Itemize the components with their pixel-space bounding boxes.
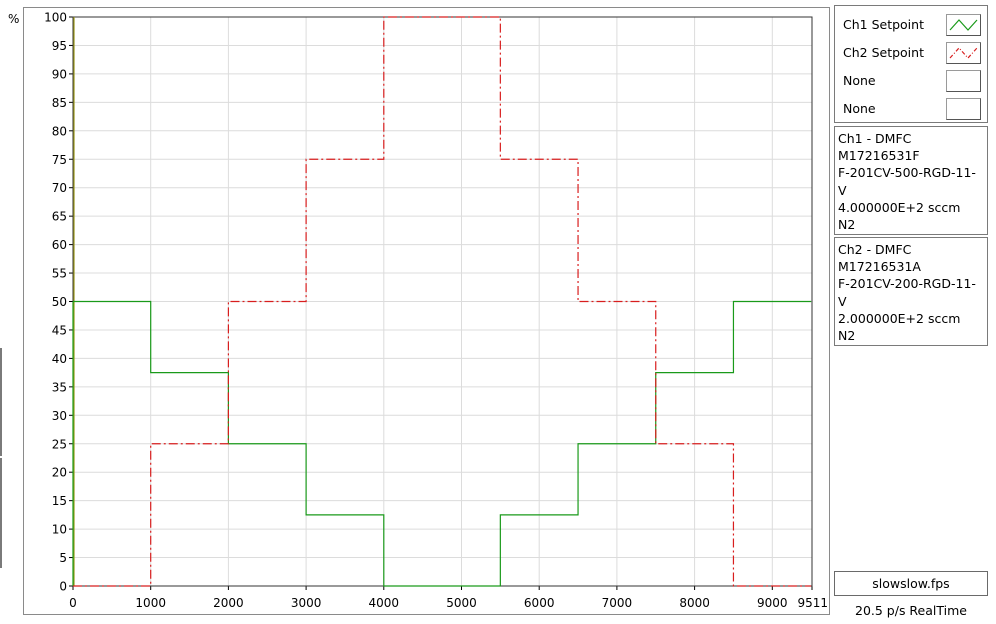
legend-label: None bbox=[843, 73, 876, 88]
y-tick-label: 75 bbox=[52, 153, 67, 167]
x-tick-label: 1000 bbox=[135, 596, 166, 610]
legend-swatch-none-1[interactable] bbox=[946, 70, 981, 92]
x-tick-label: 9000 bbox=[757, 596, 788, 610]
channel-name: Ch1 - DMFC bbox=[838, 131, 912, 146]
y-tick-label: 35 bbox=[52, 380, 67, 394]
model-code-cont: V bbox=[838, 293, 847, 309]
x-tick-label: 3000 bbox=[291, 596, 322, 610]
y-axis-label: % bbox=[8, 12, 19, 26]
y-tick-label: 45 bbox=[52, 323, 67, 337]
full-scale: 2.000000E+2 sccm bbox=[838, 310, 961, 326]
legend-panel: Ch1 Setpoint Ch2 Setpoint None None bbox=[834, 5, 988, 123]
model-code: F-201CV-500-RGD-11- bbox=[838, 165, 976, 181]
channel-info-ch1: Ch1 - DMFC M17216531F F-201CV-500-RGD-11… bbox=[834, 126, 988, 235]
channel-info-empty-2 bbox=[0, 458, 2, 568]
setpoint-chart[interactable]: 0 5 10 15 20 25 30 35 40 45 50 55 60 65 70 75 80 85 90 95 10… bbox=[0, 0, 830, 624]
line-sample-icon bbox=[949, 47, 978, 59]
x-tick-label: 5000 bbox=[446, 596, 477, 610]
x-tick-label: 0 bbox=[69, 596, 77, 610]
model-code: F-201CV-200-RGD-11- bbox=[838, 276, 976, 292]
y-tick-label: 0 bbox=[59, 580, 67, 594]
channel-info-empty-1 bbox=[0, 348, 2, 456]
x-tick-label: 6000 bbox=[524, 596, 555, 610]
y-tick-label: 5 bbox=[59, 551, 67, 565]
y-tick-label: 20 bbox=[52, 466, 67, 480]
y-tick-label: 70 bbox=[52, 181, 67, 195]
y-tick-label: 30 bbox=[52, 409, 67, 423]
x-tick-label: 9511 bbox=[797, 596, 828, 610]
channel-name: Ch2 - DMFC bbox=[838, 242, 912, 257]
series-ch2-line bbox=[73, 16, 812, 587]
file-name-button[interactable]: slowslow.fps bbox=[834, 571, 988, 596]
y-tick-label: 95 bbox=[52, 39, 67, 53]
y-tick-label: 15 bbox=[52, 494, 67, 508]
y-tick-label: 90 bbox=[52, 67, 67, 81]
serial-number: M17216531A bbox=[838, 259, 921, 275]
chart-frame bbox=[23, 7, 830, 615]
sample-rate-status: 20.5 p/s RealTime bbox=[855, 603, 967, 618]
y-tick-label: 85 bbox=[52, 96, 67, 110]
y-tick-label: 10 bbox=[52, 523, 67, 537]
legend-item-none-2[interactable]: None bbox=[835, 96, 987, 120]
legend-label: None bbox=[843, 101, 876, 116]
x-tick-label: 2000 bbox=[213, 596, 244, 610]
legend-item-ch2[interactable]: Ch2 Setpoint bbox=[835, 40, 987, 64]
channel-info-ch2: Ch2 - DMFC M17216531A F-201CV-200-RGD-11… bbox=[834, 237, 988, 346]
y-tick-label: 50 bbox=[52, 295, 67, 309]
y-tick-label: 100 bbox=[44, 11, 67, 25]
y-tick-label: 65 bbox=[52, 210, 67, 224]
y-tick-label: 40 bbox=[52, 352, 67, 366]
serial-number: M17216531F bbox=[838, 148, 920, 164]
chart-canvas[interactable]: 0 5 10 15 20 25 30 35 40 45 50 55 60 65 70 75 80 85 90 95 10… bbox=[0, 0, 830, 624]
x-tick-label: 7000 bbox=[602, 596, 633, 610]
y-tick-label: 55 bbox=[52, 267, 67, 281]
legend-swatch-none-2[interactable] bbox=[946, 98, 981, 120]
y-tick-label: 80 bbox=[52, 124, 67, 138]
line-sample-icon bbox=[949, 19, 978, 31]
legend-swatch-ch1[interactable] bbox=[946, 14, 981, 36]
y-tick-label: 60 bbox=[52, 238, 67, 252]
full-scale: 4.000000E+2 sccm bbox=[838, 199, 961, 215]
series-ch1-line bbox=[73, 300, 812, 587]
x-tick-label: 8000 bbox=[679, 596, 710, 610]
model-code-cont: V bbox=[838, 182, 847, 198]
legend-label: Ch2 Setpoint bbox=[843, 45, 924, 60]
legend-label: Ch1 Setpoint bbox=[843, 17, 924, 32]
gas-type: N2 bbox=[838, 217, 856, 233]
legend-item-ch1[interactable]: Ch1 Setpoint bbox=[835, 12, 987, 36]
x-tick-label: 4000 bbox=[369, 596, 400, 610]
legend-item-none-1[interactable]: None bbox=[835, 68, 987, 92]
y-tick-label: 25 bbox=[52, 437, 67, 451]
legend-swatch-ch2[interactable] bbox=[946, 42, 981, 64]
gas-type: N2 bbox=[838, 328, 856, 344]
